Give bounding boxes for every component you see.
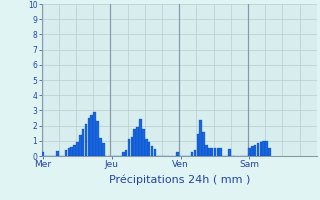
Bar <box>99 138 102 156</box>
Bar <box>205 145 208 156</box>
Bar <box>68 148 70 156</box>
Bar <box>136 127 139 156</box>
Bar <box>56 151 59 156</box>
Bar <box>194 150 196 156</box>
Bar <box>154 149 156 156</box>
Bar <box>208 148 211 156</box>
Bar <box>73 145 76 156</box>
Bar <box>202 132 205 156</box>
Bar <box>145 139 148 156</box>
Bar <box>85 124 87 156</box>
Bar <box>142 129 145 156</box>
Bar <box>211 148 213 156</box>
Bar <box>93 112 96 156</box>
Bar <box>217 148 219 156</box>
Bar <box>88 118 90 156</box>
Bar <box>79 135 82 156</box>
Bar <box>133 129 136 156</box>
Bar <box>254 145 256 156</box>
Bar <box>42 152 44 156</box>
Bar <box>251 146 253 156</box>
Bar <box>122 152 124 156</box>
Bar <box>228 149 231 156</box>
Bar <box>214 148 216 156</box>
Bar <box>262 141 265 156</box>
Bar <box>139 119 142 156</box>
Bar <box>70 147 73 156</box>
Bar <box>91 115 93 156</box>
Bar <box>125 150 127 156</box>
Bar <box>191 152 193 156</box>
Bar <box>96 121 99 156</box>
Bar <box>176 152 179 156</box>
Bar <box>199 120 202 156</box>
Bar <box>248 148 251 156</box>
Bar <box>76 142 79 156</box>
Bar <box>151 146 153 156</box>
Bar <box>102 143 105 156</box>
Bar <box>265 141 268 156</box>
Bar <box>131 137 133 156</box>
Bar <box>82 129 84 156</box>
Bar <box>65 150 67 156</box>
X-axis label: Précipitations 24h ( mm ): Précipitations 24h ( mm ) <box>108 175 250 185</box>
Bar <box>268 148 271 156</box>
Bar <box>148 142 150 156</box>
Bar <box>196 134 199 156</box>
Bar <box>257 143 259 156</box>
Bar <box>260 142 262 156</box>
Bar <box>220 148 222 156</box>
Bar <box>128 139 130 156</box>
